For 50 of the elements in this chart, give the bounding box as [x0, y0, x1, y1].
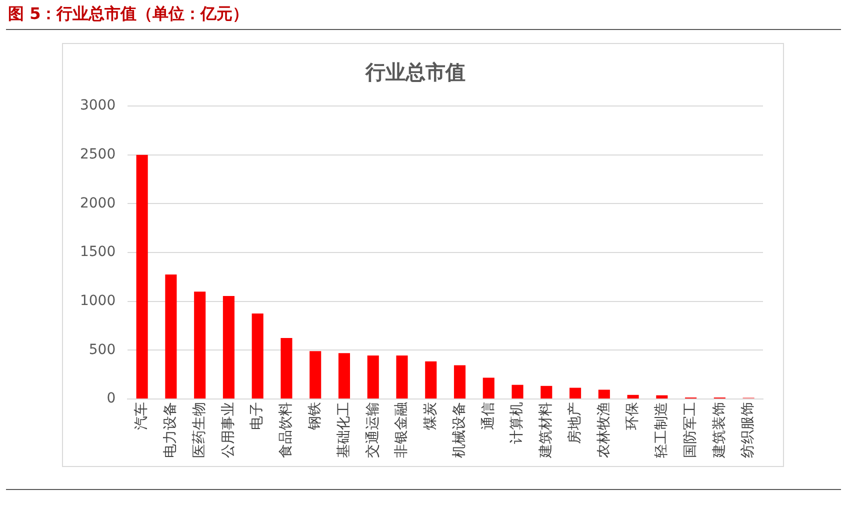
- bar: [165, 274, 177, 398]
- x-tick-label: 建筑装饰: [711, 402, 728, 459]
- bar: [482, 378, 494, 398]
- bar: [540, 386, 552, 398]
- bar: [367, 356, 379, 398]
- x-tick-label: 医药生物: [191, 402, 208, 458]
- x-tick-label: 交通运输: [364, 402, 381, 458]
- bar: [598, 390, 610, 398]
- x-tick-label: 公用事业: [220, 402, 236, 458]
- bar: [136, 154, 148, 398]
- x-tick-label: 纺织服饰: [740, 402, 756, 458]
- bar: [656, 395, 668, 398]
- y-tick-label: 2500: [80, 146, 116, 162]
- x-tick-label: 汽车: [134, 402, 150, 430]
- x-tick-label: 通信: [480, 402, 496, 430]
- bar: [570, 388, 582, 398]
- x-tick-label: 电力设备: [162, 402, 179, 458]
- y-tick-label: 1000: [80, 292, 116, 309]
- x-tick-label: 煤炭: [422, 402, 439, 430]
- bar: [222, 296, 234, 398]
- x-tick-label: 电子: [249, 402, 266, 430]
- x-tick-label: 房地产: [566, 402, 583, 444]
- y-tick-label: 2000: [80, 195, 116, 212]
- bar: [280, 338, 292, 398]
- caption: 图 5：行业总市值（单位：亿元）: [8, 4, 249, 25]
- x-tick-label: 轻工制造: [654, 402, 670, 458]
- x-tick-label: 农林牧渔: [596, 402, 612, 458]
- x-tick-label: 钢铁: [306, 402, 323, 431]
- chart-title: 行业总市值: [364, 60, 466, 84]
- y-tick-label: 1500: [80, 244, 116, 260]
- y-tick-label: 3000: [80, 98, 116, 114]
- bar: [396, 356, 408, 398]
- x-tick-label: 环保: [624, 402, 641, 430]
- x-tick-label: 国防军工: [682, 402, 698, 458]
- y-tick-label: 500: [88, 342, 116, 358]
- y-tick-label: 0: [106, 390, 116, 407]
- bar: [252, 314, 264, 398]
- x-tick-label: 食品饮料: [278, 402, 294, 458]
- x-tick-label: 非银金融: [394, 402, 410, 458]
- x-tick-label: 计算机: [509, 402, 526, 444]
- bar: [425, 361, 437, 398]
- x-tick-label: 建筑材料: [538, 402, 554, 459]
- bar: [454, 365, 466, 398]
- x-tick-label: 机械设备: [451, 402, 468, 458]
- x-tick-label: 基础化工: [336, 402, 352, 458]
- bar: [194, 292, 206, 398]
- bar: [310, 351, 322, 398]
- bar: [338, 353, 350, 398]
- bar: [627, 394, 639, 398]
- bar: [512, 384, 524, 398]
